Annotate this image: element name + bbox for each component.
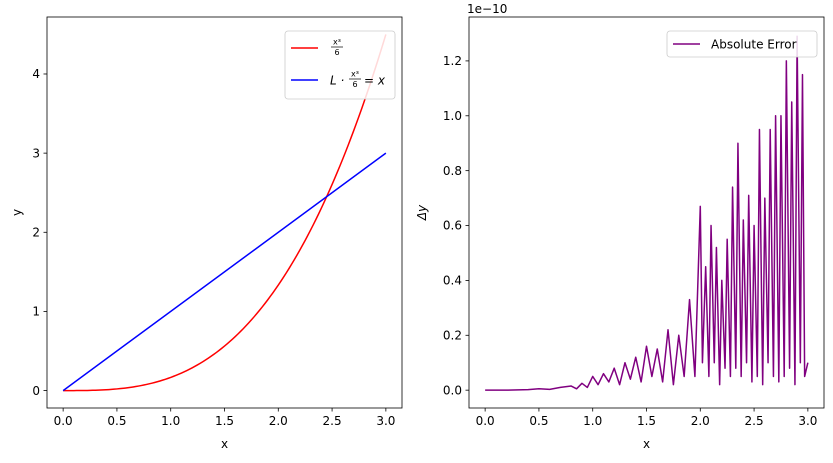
left-series-lines xyxy=(62,34,387,392)
left-y-tick-label-1: 1 xyxy=(32,305,40,319)
legend-linear-denominator: 6 xyxy=(352,80,357,89)
left-x-tick-label-0: 0.0 xyxy=(54,414,73,428)
left-x-tick-label-3: 1.5 xyxy=(215,414,234,428)
right-x-tick-label-1: 0.5 xyxy=(529,414,548,428)
legend-cubic-denominator: 6 xyxy=(334,48,339,57)
right-y-offset-text: 1e−10 xyxy=(467,2,507,16)
left-x-tick-label-2: 1.0 xyxy=(161,414,180,428)
right-y-tick-label-4: 0.8 xyxy=(443,164,462,178)
left-series-line-1 xyxy=(62,152,387,392)
left-x-tick-label-6: 3.0 xyxy=(376,414,395,428)
right-legend: Absolute Error xyxy=(666,30,818,58)
left-y-tick-label-2: 2 xyxy=(32,225,40,239)
legend-cubic-numerator: x³ xyxy=(333,38,341,47)
right-y-axis-label: Δy xyxy=(415,204,429,221)
left-plot: 0.0 0.5 1.0 1.5 2.0 2.5 3.0 0 1 2 3 4 x y x³ 6 L · … xyxy=(10,16,403,451)
right-y-tick-label-0: 0.0 xyxy=(443,383,462,397)
left-plot-frame xyxy=(46,16,403,409)
right-x-tick-label-3: 1.5 xyxy=(637,414,656,428)
legend-linear-numerator: x³ xyxy=(351,70,359,79)
left-y-tick-label-4: 4 xyxy=(32,67,40,81)
left-y-tick-label-0: 0 xyxy=(32,384,40,398)
legend-linear-suffix: = x xyxy=(364,74,386,88)
right-y-tick-label-5: 1.0 xyxy=(443,109,462,123)
legend-linear-prefix: L · xyxy=(330,74,344,88)
right-y-tick-label-1: 0.2 xyxy=(443,328,462,342)
legend-label-linear: L · x³ 6 = x xyxy=(330,70,386,90)
left-y-axis-label: y xyxy=(10,209,24,216)
right-x-tick-label-5: 2.5 xyxy=(745,414,764,428)
right-x-tick-label-6: 3.0 xyxy=(798,414,817,428)
right-x-axis-label: x xyxy=(643,437,650,451)
left-y-tick-label-3: 3 xyxy=(32,146,40,160)
left-axis-ticks: 0.0 0.5 1.0 1.5 2.0 2.5 3.0 0 1 2 3 4 xyxy=(32,67,395,428)
left-legend: x³ 6 L · x³ 6 = x xyxy=(284,30,396,100)
right-x-tick-label-2: 1.0 xyxy=(583,414,602,428)
left-series-line-0 xyxy=(63,34,387,392)
left-x-tick-label-1: 0.5 xyxy=(107,414,126,428)
legend-label-absolute-error: Absolute Error xyxy=(711,38,797,52)
right-plot-frame xyxy=(468,16,825,409)
right-series-lines xyxy=(485,35,809,391)
right-y-tick-label-3: 0.6 xyxy=(443,219,462,233)
right-x-tick-label-4: 2.0 xyxy=(691,414,710,428)
legend-label-cubic: x³ 6 xyxy=(331,38,343,57)
left-x-tick-label-5: 2.5 xyxy=(323,414,342,428)
right-y-tick-label-6: 1.2 xyxy=(443,54,462,68)
right-series-line-0 xyxy=(485,35,809,391)
left-x-axis-label: x xyxy=(221,437,228,451)
right-x-tick-label-0: 0.0 xyxy=(476,414,495,428)
right-plot: 0.0 0.5 1.0 1.5 2.0 2.5 3.0 0.0 0.2 0.4 0.6 0.8 1.0 1… xyxy=(415,2,825,451)
left-x-tick-label-4: 2.0 xyxy=(269,414,288,428)
right-y-tick-label-2: 0.4 xyxy=(443,274,462,288)
right-legend-box xyxy=(666,30,818,58)
right-axis-ticks: 0.0 0.5 1.0 1.5 2.0 2.5 3.0 0.0 0.2 0.4 0.6 0.8 1.0 1… xyxy=(443,54,818,428)
